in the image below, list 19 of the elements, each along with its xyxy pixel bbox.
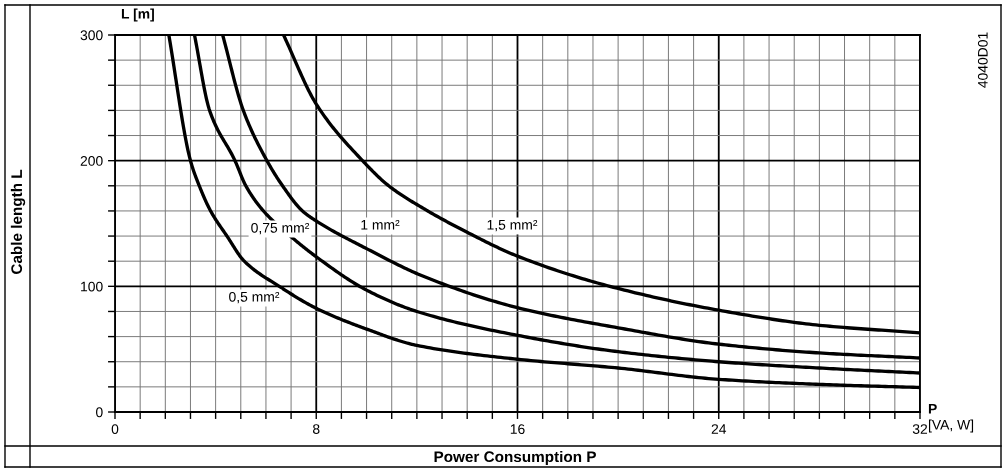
y-tick-label: 100 xyxy=(81,281,103,292)
annotation: 1,5 mm² xyxy=(487,219,538,232)
annotation: 0,75 mm² xyxy=(251,222,310,235)
x-tick-label: 32 xyxy=(912,424,928,435)
x-axis-title: Power Consumption P xyxy=(434,450,596,466)
y-tick-label: 200 xyxy=(80,156,103,166)
annotation: 1 mm² xyxy=(361,219,400,230)
text: L [m] xyxy=(121,8,154,22)
annotation: 0,5 mm² xyxy=(229,291,280,304)
x-tick-label: 0 xyxy=(111,424,119,435)
x-tick-label: 16 xyxy=(510,424,525,435)
x-tick-label: 8 xyxy=(312,424,320,435)
y-tick-label: 0 xyxy=(96,407,103,418)
y-axis-title: Cable length L xyxy=(10,169,26,274)
y-tick-label: 300 xyxy=(80,30,103,41)
x-tick-label: 24 xyxy=(711,424,727,434)
text: P xyxy=(928,404,937,414)
text: [VA, W] xyxy=(928,419,974,433)
text: 4040D01 xyxy=(977,32,988,88)
